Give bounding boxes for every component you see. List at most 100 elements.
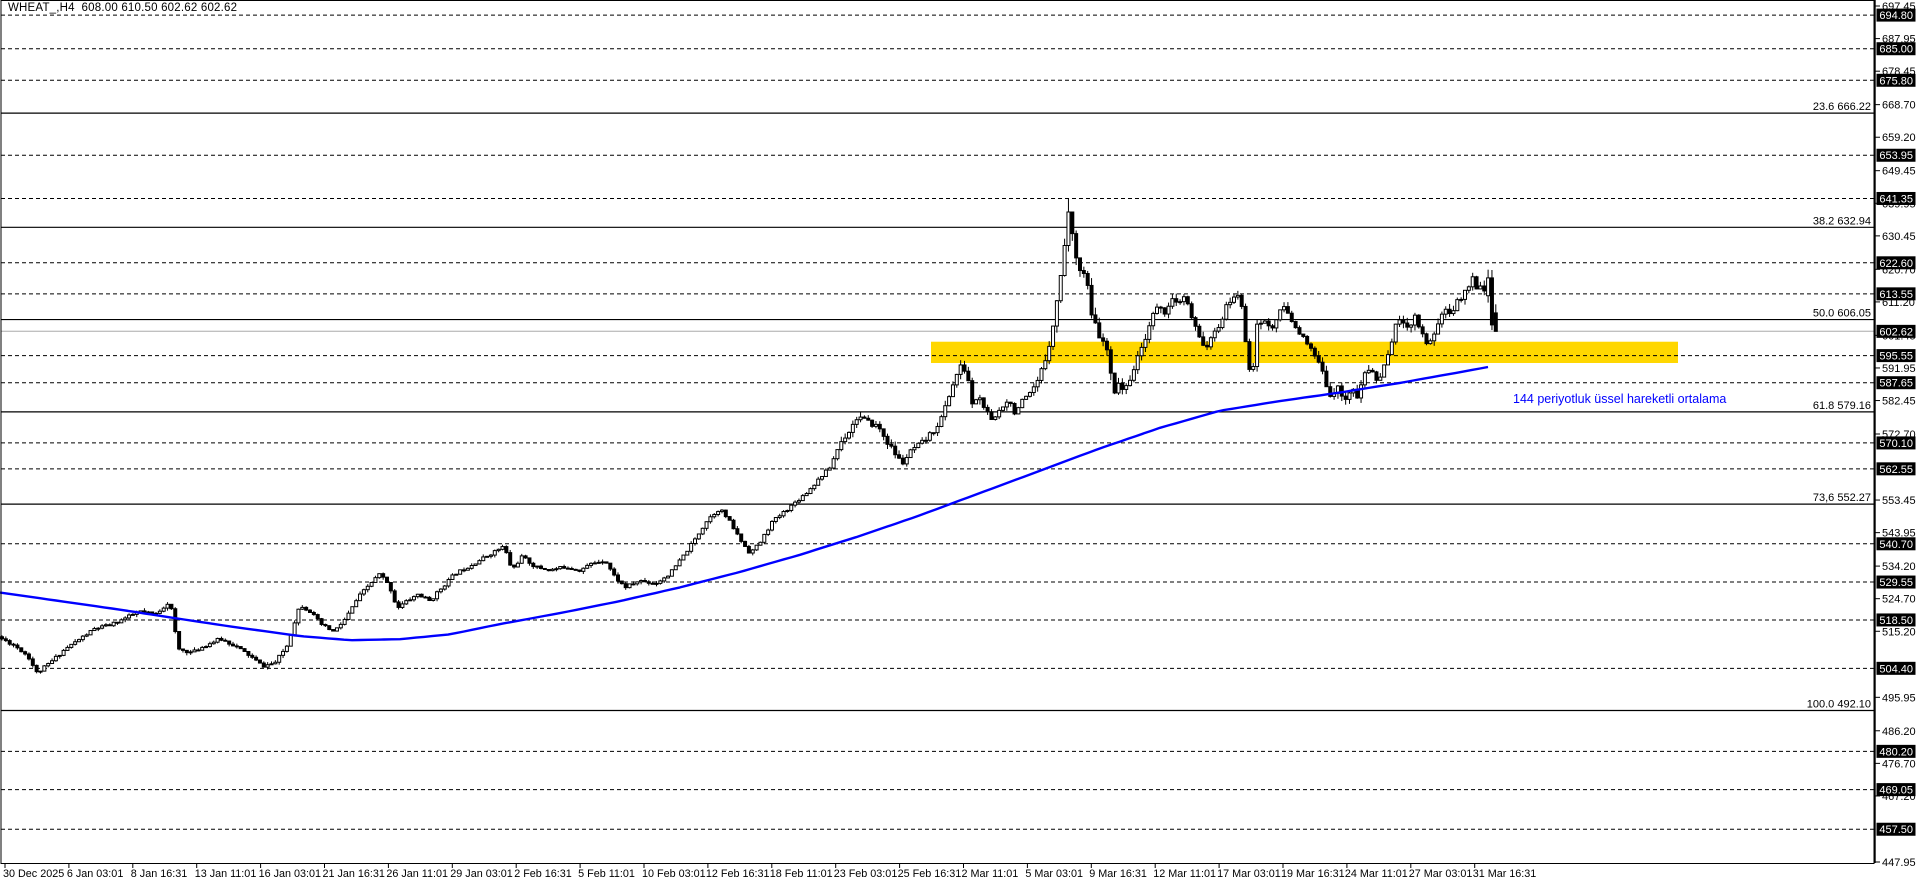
candle [924, 439, 928, 442]
candle [1128, 379, 1133, 387]
candle [431, 598, 436, 601]
candle [1432, 333, 1437, 342]
candle [3, 638, 8, 642]
candle [400, 603, 405, 608]
candle [873, 423, 878, 427]
candle [296, 608, 301, 624]
candle [1024, 395, 1029, 400]
candle [1247, 341, 1252, 370]
candle [1151, 312, 1156, 327]
candle [361, 589, 366, 595]
candle [1004, 401, 1009, 408]
ema-line [0, 365, 1489, 642]
candle [642, 580, 647, 583]
time-tick-label: 8 Jan 16:31 [131, 868, 187, 880]
candle [681, 554, 686, 561]
candle [897, 454, 902, 459]
candle [281, 650, 286, 656]
candle [423, 596, 428, 599]
time-tick-label: 12 Feb 16:31 [706, 868, 770, 880]
candle [773, 517, 778, 522]
candle [577, 569, 582, 572]
price-axis[interactable]: 697.45687.95678.45668.70659.20649.45639.… [1874, 0, 1916, 888]
candle [619, 580, 624, 585]
candle [115, 621, 120, 624]
candle [685, 550, 690, 556]
candle [250, 654, 255, 658]
time-axis[interactable]: 30 Dec 2025 6 Jan 03:01 8 Jan 16:31 13 Jan … [3, 863, 1536, 880]
candle [719, 509, 724, 513]
candle [546, 568, 551, 572]
candle [635, 581, 640, 585]
candle [1262, 320, 1267, 324]
time-tick-label: 31 Mar 16:31 [1473, 868, 1537, 880]
candle [939, 416, 944, 427]
candle [1054, 300, 1059, 327]
candle [816, 478, 821, 486]
candle [119, 619, 124, 624]
price-level-box-label: 694.80 [1879, 10, 1913, 22]
candle [1158, 306, 1163, 309]
candle [974, 399, 979, 405]
candle [1216, 327, 1221, 332]
candle [1374, 371, 1379, 381]
candle [80, 635, 85, 641]
fibonacci-lines: 23.6 666.22 38.2 632.94 50.0 606.05 61.8 57… [1, 101, 1874, 712]
candle [500, 546, 505, 550]
candle [369, 581, 374, 587]
candle [96, 627, 101, 630]
price-tick-label: 476.70 [1882, 758, 1916, 770]
candle [42, 665, 47, 672]
candle [234, 645, 239, 648]
candle [192, 649, 197, 653]
candle [1139, 346, 1144, 357]
candle [885, 435, 890, 445]
candle [666, 575, 671, 579]
candle [1258, 322, 1263, 325]
candle [1012, 402, 1017, 415]
candle [908, 449, 913, 459]
candle [1312, 347, 1317, 357]
candle [1085, 272, 1090, 286]
candle [404, 600, 409, 605]
candle [419, 593, 424, 598]
candle [1266, 320, 1271, 327]
candle [889, 443, 894, 447]
candle [997, 409, 1002, 418]
candle [1274, 319, 1279, 329]
candle [19, 647, 24, 653]
candle [827, 467, 832, 471]
candle [15, 644, 20, 649]
candle [716, 511, 721, 515]
candle [1370, 369, 1375, 373]
candle [600, 561, 605, 564]
candle [696, 533, 701, 540]
candle [1035, 379, 1040, 388]
candle [207, 643, 212, 648]
candle [215, 637, 220, 643]
candle [947, 396, 952, 407]
candle [562, 566, 567, 569]
candle [985, 406, 990, 413]
candle [411, 596, 416, 601]
candle [1220, 318, 1225, 329]
price-level-box-label: 685.00 [1879, 44, 1913, 56]
candle [1201, 336, 1206, 346]
candle [658, 580, 663, 584]
candle [766, 529, 771, 535]
candle [38, 670, 43, 673]
candle [542, 567, 547, 570]
candle [1270, 325, 1275, 329]
candle [1285, 306, 1290, 314]
price-level-box-label: 595.55 [1879, 351, 1913, 363]
candle [1174, 298, 1179, 303]
time-tick-label: 6 Jan 03:01 [67, 868, 123, 880]
candle [261, 662, 266, 668]
candle [866, 417, 871, 421]
candle [831, 458, 836, 469]
time-tick-label: 18 Feb 11:01 [770, 868, 833, 880]
candle [435, 591, 440, 600]
candle [388, 582, 393, 592]
